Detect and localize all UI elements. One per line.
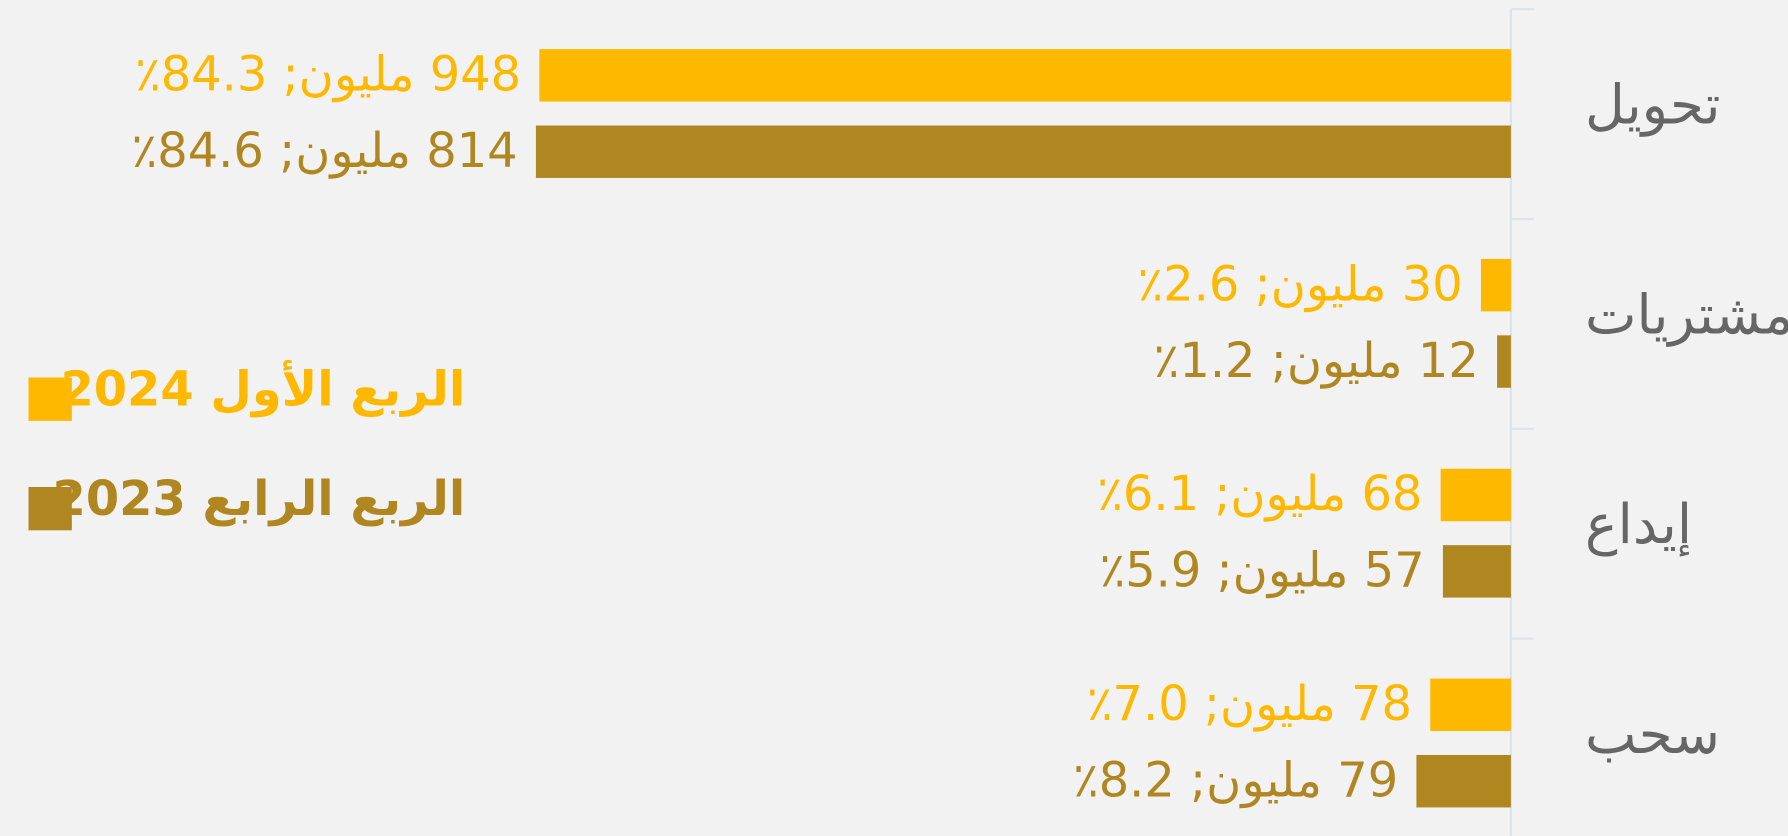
bar [1442,545,1511,598]
bar [1430,678,1511,732]
value-label: 30 مليون; 2.6٪ [1138,257,1463,312]
bar [1497,335,1511,388]
legend-label: الربع الرابع 2023 [53,472,466,527]
value-label: 814 مليون; 84.6٪ [132,124,518,179]
value-label: 78 مليون; 7.0٪ [1087,677,1412,732]
bar [1480,258,1511,312]
bar [1416,754,1511,808]
bar [1440,468,1511,522]
value-label: 68 مليون; 6.1٪ [1097,467,1422,522]
category-label: إيداع [1585,492,1692,557]
legend-label: الربع الأول 2024 [60,359,465,417]
bar [535,125,1511,178]
value-label: 12 مليون; 1.2٪ [1154,334,1479,389]
legend-swatch [28,377,72,421]
category-label: تحويل [1585,73,1721,137]
legend-swatch [28,486,72,531]
bar [539,49,1511,102]
value-label: 948 مليون; 84.3٪ [135,48,521,103]
value-label: 57 مليون; 5.9٪ [1099,544,1424,599]
category-label: سحب [1585,702,1720,766]
value-label: 79 مليون; 8.2٪ [1073,753,1398,808]
category-label: مشتريات [1585,282,1788,346]
